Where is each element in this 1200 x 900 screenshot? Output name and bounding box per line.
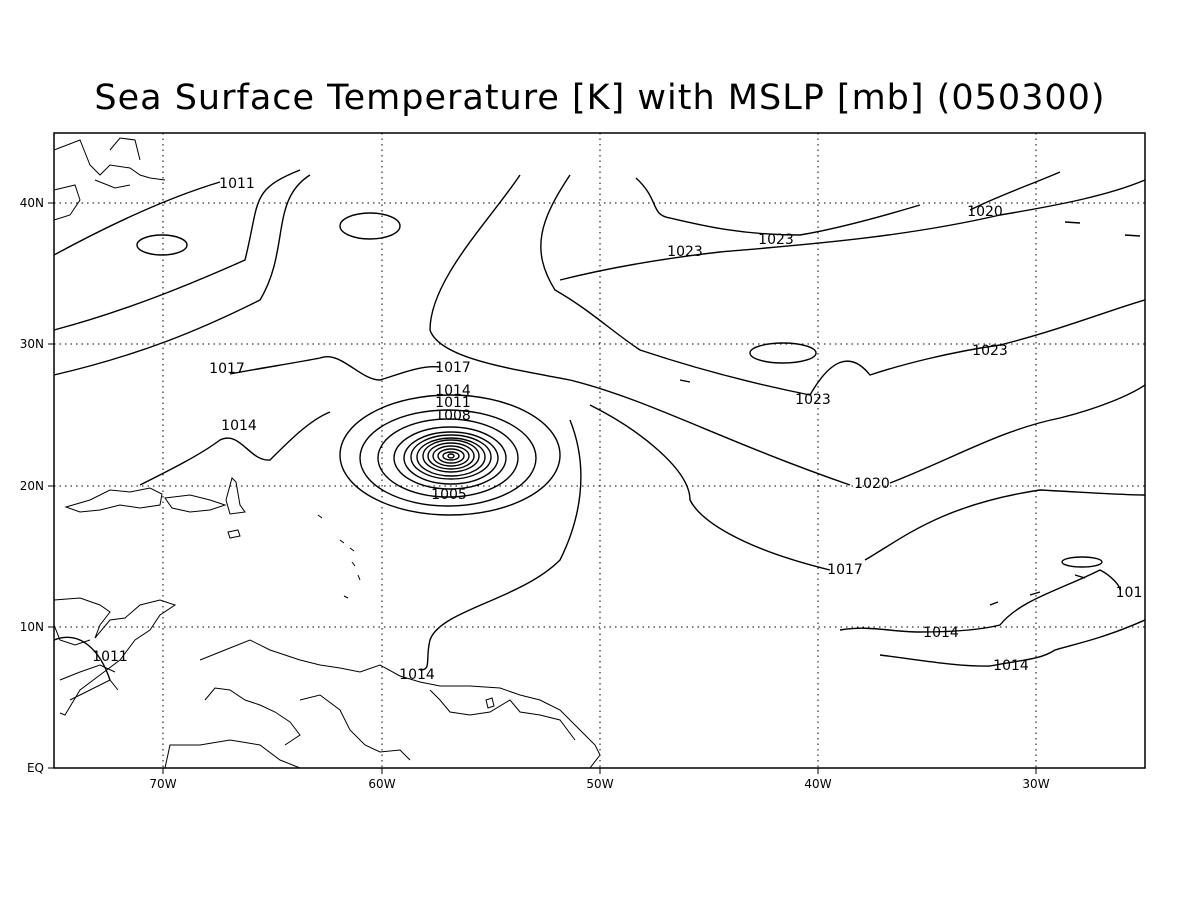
- y-tick-20n: 20N: [20, 479, 44, 493]
- gridlines: [54, 133, 1145, 768]
- contour-label-se-1014b: 1014: [993, 658, 1029, 674]
- contour-label-east-1017: 1017: [827, 562, 863, 578]
- contour-label-north-1023b: 1023: [758, 232, 794, 248]
- contour-label-ring-1017: 1017: [435, 360, 471, 376]
- y-tick-40n: 40N: [20, 196, 44, 210]
- x-tick-40w: 40W: [804, 777, 831, 791]
- contour-label-ring-1005: 1005: [431, 487, 467, 503]
- contour-label-nw-1011: 1011: [219, 176, 255, 192]
- contour-label-carib-1011: 1011: [92, 649, 128, 665]
- contour-label-ring-1011: 1011: [435, 395, 471, 411]
- contour-label-north-1023: 1023: [667, 244, 703, 260]
- y-tick-30n: 30N: [20, 337, 44, 351]
- contour-label-west-1014: 1014: [221, 418, 257, 434]
- contour-label-west-1017: 1017: [209, 361, 245, 377]
- y-tick-eq: EQ: [27, 761, 44, 775]
- x-tick-50w: 50W: [586, 777, 613, 791]
- contour-label-ne-1020: 1020: [967, 204, 1003, 220]
- map-title: Sea Surface Temperature [K] with MSLP [m…: [94, 78, 1106, 118]
- contour-label-east-1020: 1020: [854, 476, 890, 492]
- y-tick-10n: 10N: [20, 620, 44, 634]
- x-tick-70w: 70W: [149, 777, 176, 791]
- contour-label-east-101: 101: [1116, 585, 1143, 601]
- coastlines: [53, 137, 601, 769]
- contour-label-east-1023: 1023: [972, 343, 1008, 359]
- x-tick-30w: 30W: [1022, 777, 1049, 791]
- x-tick-60w: 60W: [368, 777, 395, 791]
- pressure-contours: [53, 169, 1146, 681]
- contour-labels: 1011 1011 1017 1014 1017 1014 1011 1008 …: [92, 176, 1142, 683]
- contour-label-ring-1008: 1008: [435, 408, 471, 424]
- contour-label-south-1014: 1014: [399, 667, 435, 683]
- contour-label-ring-1014: 1014: [435, 383, 471, 399]
- tick-marks: [48, 202, 1037, 774]
- contour-label-se-1014: 1014: [923, 625, 959, 641]
- contour-label-mid-1023: 1023: [795, 392, 831, 408]
